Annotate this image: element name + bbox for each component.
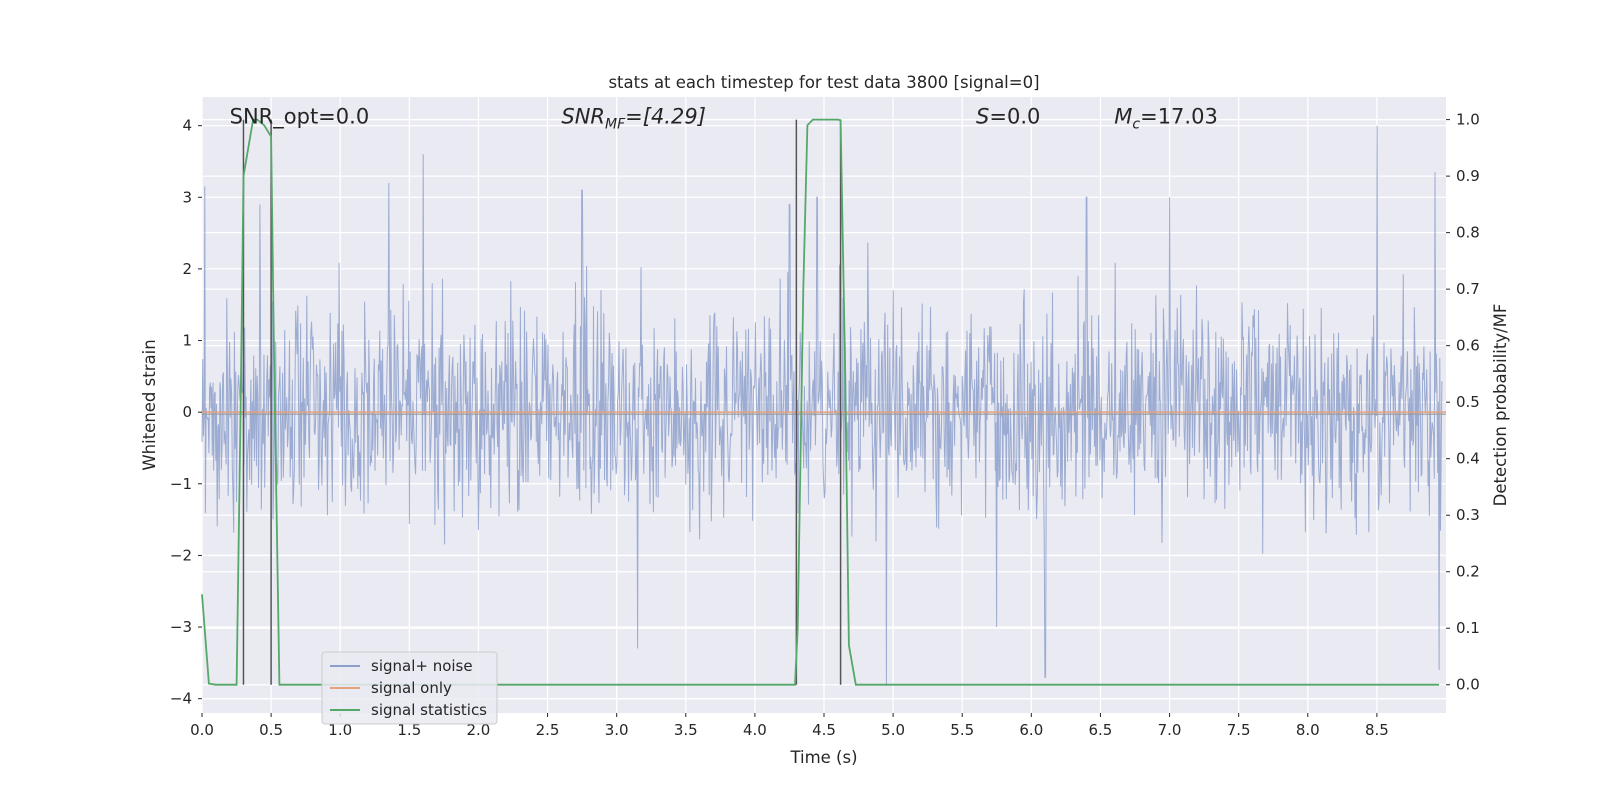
x-tick-label: 3.0 xyxy=(605,721,629,739)
x-tick-label: 5.5 xyxy=(950,721,974,739)
annotation-snr-mf-symbol: SNR xyxy=(561,105,605,129)
y-left-tick-label: −1 xyxy=(170,475,192,493)
x-tick-label: 1.5 xyxy=(397,721,421,739)
x-tick-label: 2.5 xyxy=(536,721,560,739)
y-right-tick-label: 0.2 xyxy=(1456,563,1480,581)
y-axis-left-ticks: 4 3 2 1 0 −1 −2 −3 −4 xyxy=(170,117,202,708)
x-tick-label: 0.0 xyxy=(190,721,214,739)
x-tick-label: 4.5 xyxy=(812,721,836,739)
annotation-s-value: =0.0 xyxy=(989,105,1040,129)
y-right-tick-label: 0.9 xyxy=(1456,167,1480,185)
x-tick-label: 8.0 xyxy=(1296,721,1320,739)
y-left-tick-label: −3 xyxy=(170,618,192,636)
x-tick-label: 3.5 xyxy=(674,721,698,739)
series-signal-noise xyxy=(201,125,1443,685)
y-right-tick-label: 1.0 xyxy=(1456,111,1480,129)
series-signal-statistics xyxy=(201,118,1440,686)
series-signal-only xyxy=(202,411,1446,415)
y-right-tick-label: 0.8 xyxy=(1456,224,1480,242)
y-right-tick-label: 0.3 xyxy=(1456,506,1480,524)
x-tick-label: 0.5 xyxy=(259,721,283,739)
y-axis-right-label: Detection probability/MF xyxy=(1491,304,1510,507)
annotation-snr-mf-subscript: MF xyxy=(605,117,626,133)
grid-lines xyxy=(201,97,1446,713)
y-left-tick-label: 1 xyxy=(182,332,192,350)
annotation-mc: Mc=17.03 xyxy=(1114,105,1218,133)
x-tick-label: 2.0 xyxy=(467,721,491,739)
legend-label-signal-only: signal only xyxy=(371,679,452,697)
y-right-tick-label: 0.5 xyxy=(1456,393,1480,411)
annotation-mc-value: =17.03 xyxy=(1140,105,1218,129)
y-left-tick-label: 4 xyxy=(182,117,192,135)
legend: signal+ noise signal only signal statist… xyxy=(321,651,498,725)
x-axis-label: Time (s) xyxy=(789,748,857,767)
series-signal-statistics-line xyxy=(201,118,1440,686)
x-tick-label: 4.0 xyxy=(743,721,767,739)
annotation-mc-symbol: M xyxy=(1114,105,1132,129)
annotation-mc-subscript: c xyxy=(1132,117,1140,133)
y-axis-right-ticks: 1.0 0.9 0.8 0.7 0.6 0.5 0.4 0.3 0.2 0.1 0.0 xyxy=(1446,111,1480,694)
annotation-s-symbol: S xyxy=(976,105,989,129)
y-left-tick-label: 2 xyxy=(182,260,192,278)
y-left-tick-label: −4 xyxy=(170,690,192,708)
y-right-tick-label: 0.4 xyxy=(1456,450,1480,468)
y-right-tick-label: 0.1 xyxy=(1456,619,1480,637)
x-tick-label: 7.0 xyxy=(1158,721,1182,739)
y-right-tick-label: 0.0 xyxy=(1456,676,1480,694)
annotation-s: S=0.0 xyxy=(976,105,1040,129)
y-left-tick-label: 0 xyxy=(182,403,192,421)
y-right-tick-label: 0.6 xyxy=(1456,337,1480,355)
x-tick-label: 1.0 xyxy=(328,721,352,739)
annotation-snr-opt: SNR_opt=0.0 xyxy=(230,105,370,130)
x-tick-label: 5.0 xyxy=(881,721,905,739)
series-signal-noise-line xyxy=(201,125,1443,685)
legend-box xyxy=(321,651,498,725)
x-tick-label: 6.5 xyxy=(1089,721,1113,739)
annotation-snr-mf: SNRMF=[4.29] xyxy=(561,105,706,133)
y-right-tick-label: 0.7 xyxy=(1456,280,1480,298)
legend-label-signal-statistics: signal statistics xyxy=(371,701,487,719)
chart-title: stats at each timestep for test data 380… xyxy=(608,73,1039,92)
y-left-tick-label: 3 xyxy=(182,188,192,206)
vertical-markers xyxy=(242,119,842,685)
y-left-tick-label: −2 xyxy=(170,546,192,564)
x-tick-label: 7.5 xyxy=(1227,721,1251,739)
legend-label-signal-noise: signal+ noise xyxy=(371,657,473,675)
x-axis-ticks: 0.0 0.5 1.0 1.5 2.0 2.5 3.0 3.5 4.0 4.5 5.0 5.5 6.0 6… xyxy=(190,713,1389,739)
x-tick-label: 8.5 xyxy=(1365,721,1389,739)
y-axis-left-label: Whitened strain xyxy=(140,339,159,470)
x-tick-label: 6.0 xyxy=(1019,721,1043,739)
annotation-snr-mf-value: =[4.29] xyxy=(625,105,706,129)
